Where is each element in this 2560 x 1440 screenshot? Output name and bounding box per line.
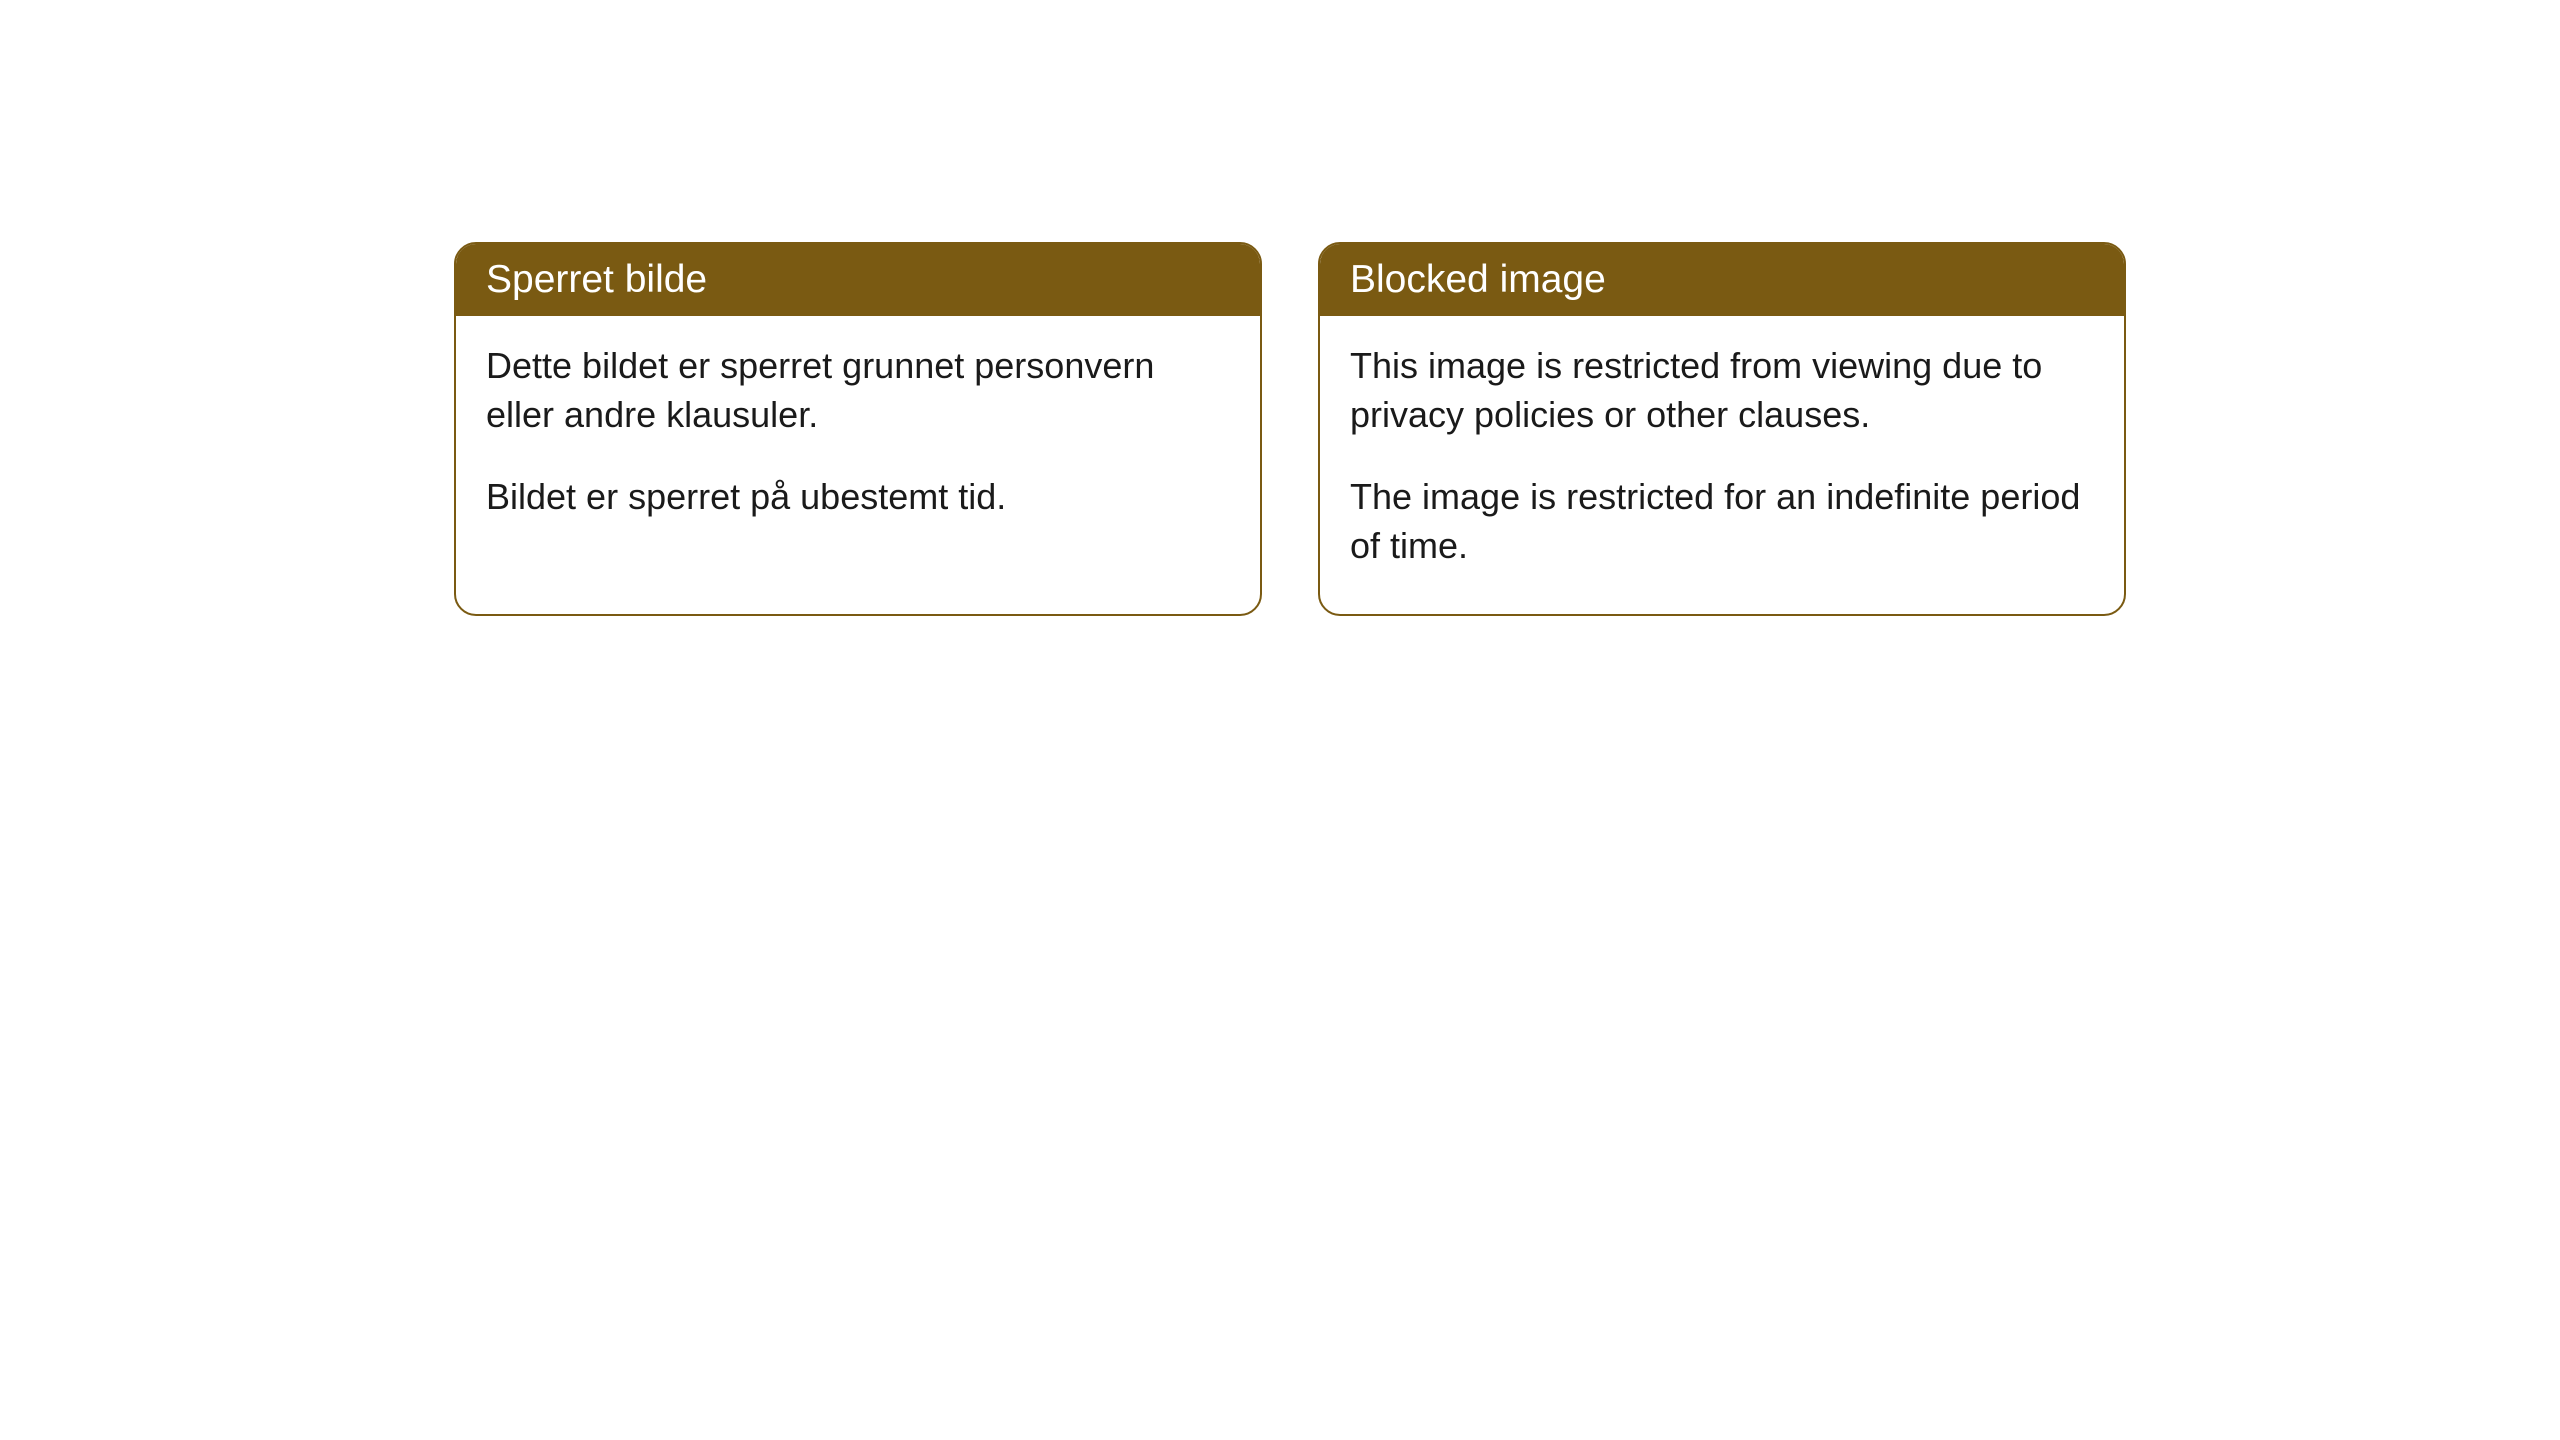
notice-header: Sperret bilde <box>456 244 1260 316</box>
notice-paragraph: The image is restricted for an indefinit… <box>1350 473 2094 570</box>
notice-body: Dette bildet er sperret grunnet personve… <box>456 316 1260 566</box>
notice-container: Sperret bilde Dette bildet er sperret gr… <box>454 242 2126 616</box>
notice-title: Blocked image <box>1350 258 1606 301</box>
notice-card-english: Blocked image This image is restricted f… <box>1318 242 2126 616</box>
notice-body: This image is restricted from viewing du… <box>1320 316 2124 614</box>
notice-title: Sperret bilde <box>486 258 707 301</box>
notice-header: Blocked image <box>1320 244 2124 316</box>
notice-paragraph: Bildet er sperret på ubestemt tid. <box>486 473 1230 522</box>
notice-paragraph: This image is restricted from viewing du… <box>1350 342 2094 439</box>
notice-paragraph: Dette bildet er sperret grunnet personve… <box>486 342 1230 439</box>
notice-card-norwegian: Sperret bilde Dette bildet er sperret gr… <box>454 242 1262 616</box>
